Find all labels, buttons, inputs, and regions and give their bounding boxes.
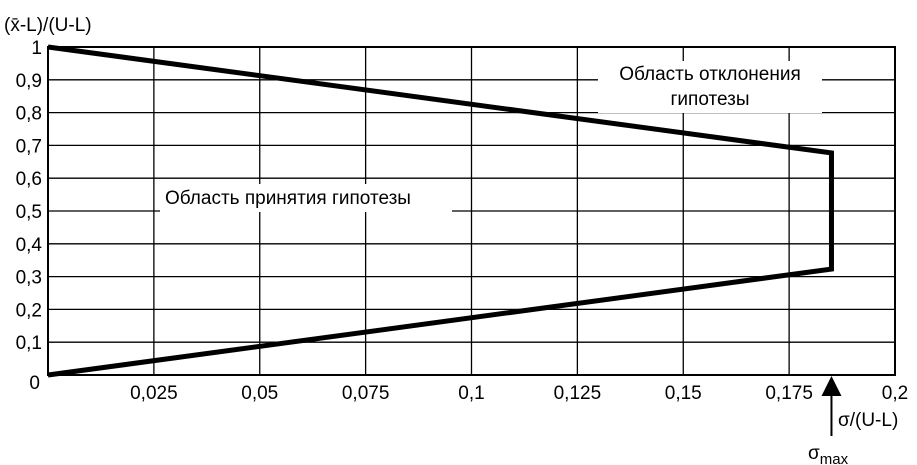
acceptance-region-label: Область принятия гипотезы (165, 188, 411, 209)
x-tick-label: 0,15 (665, 383, 702, 404)
x-tick-label: 0,025 (130, 383, 178, 404)
y-tick-label: 0,1 (16, 333, 42, 354)
y-tick-label: 0,3 (16, 268, 42, 289)
y-tick-label: 0,2 (16, 300, 42, 321)
y-tick-label: 1 (31, 38, 42, 59)
x-tick-label: 0,05 (241, 383, 278, 404)
y-tick-label: 0,7 (16, 136, 42, 157)
boundary-line (47, 44, 834, 378)
y-tick-label: 0,6 (16, 169, 42, 190)
x-tick-label: 0,175 (765, 383, 813, 404)
x-tick-label: 0,2 (882, 383, 908, 404)
sigma-max-label: σmax (808, 443, 849, 465)
y-tick-label: 0,4 (16, 235, 43, 256)
acceptance-label-background (160, 184, 452, 212)
y-axis-title: (x̄-L)/(U-L) (4, 15, 92, 36)
x-tick-label: 0,1 (458, 383, 484, 404)
y-tick-label: 0,9 (16, 71, 42, 92)
x-axis-ticks: 0,025 0,05 0,075 0,1 0,125 0,15 0,175 0,2 (130, 383, 908, 404)
y-tick-label: 0,8 (16, 104, 42, 125)
y-tick-label: 0,5 (16, 202, 42, 223)
plot-frame (47, 46, 896, 376)
rejection-region-label: Область отклонения (619, 64, 801, 85)
x-tick-label: 0,075 (342, 383, 390, 404)
rejection-region-label-line2: гипотезы (671, 89, 750, 110)
y-tick-label: 0 (29, 373, 40, 394)
x-axis-title: σ/(U-L) (838, 410, 898, 431)
y-axis-ticks: 0 0,1 0,2 0,3 0,4 0,5 0,6 0,7 0,8 0,9 1 (16, 38, 43, 394)
rejection-label-background (598, 61, 822, 113)
x-tick-label: 0,125 (554, 383, 602, 404)
